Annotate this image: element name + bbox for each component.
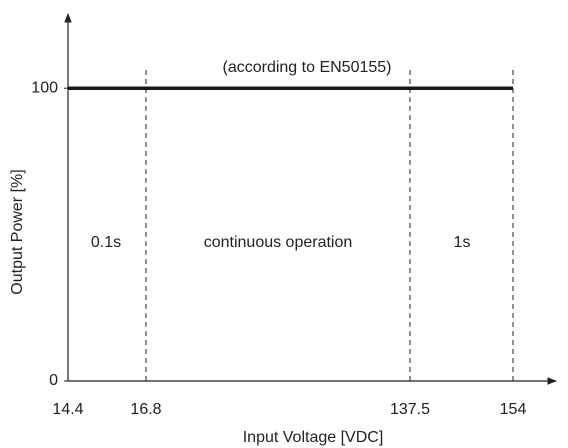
x-tick-label: 154 bbox=[500, 401, 527, 418]
x-axis-title: Input Voltage [VDC] bbox=[243, 429, 384, 446]
annotation: (according to EN50155) bbox=[223, 59, 392, 76]
x-tick-label: 137.5 bbox=[390, 401, 430, 418]
annotation: 1s bbox=[454, 234, 471, 251]
y-tick-label: 0 bbox=[49, 372, 58, 389]
x-tick-label: 14.4 bbox=[52, 401, 83, 418]
x-tick-label: 16.8 bbox=[130, 401, 161, 418]
annotation: 0.1s bbox=[91, 234, 121, 251]
y-axis-title: Output Power [%] bbox=[9, 169, 26, 294]
y-tick-label: 100 bbox=[31, 79, 58, 96]
annotation: continuous operation bbox=[204, 234, 353, 251]
